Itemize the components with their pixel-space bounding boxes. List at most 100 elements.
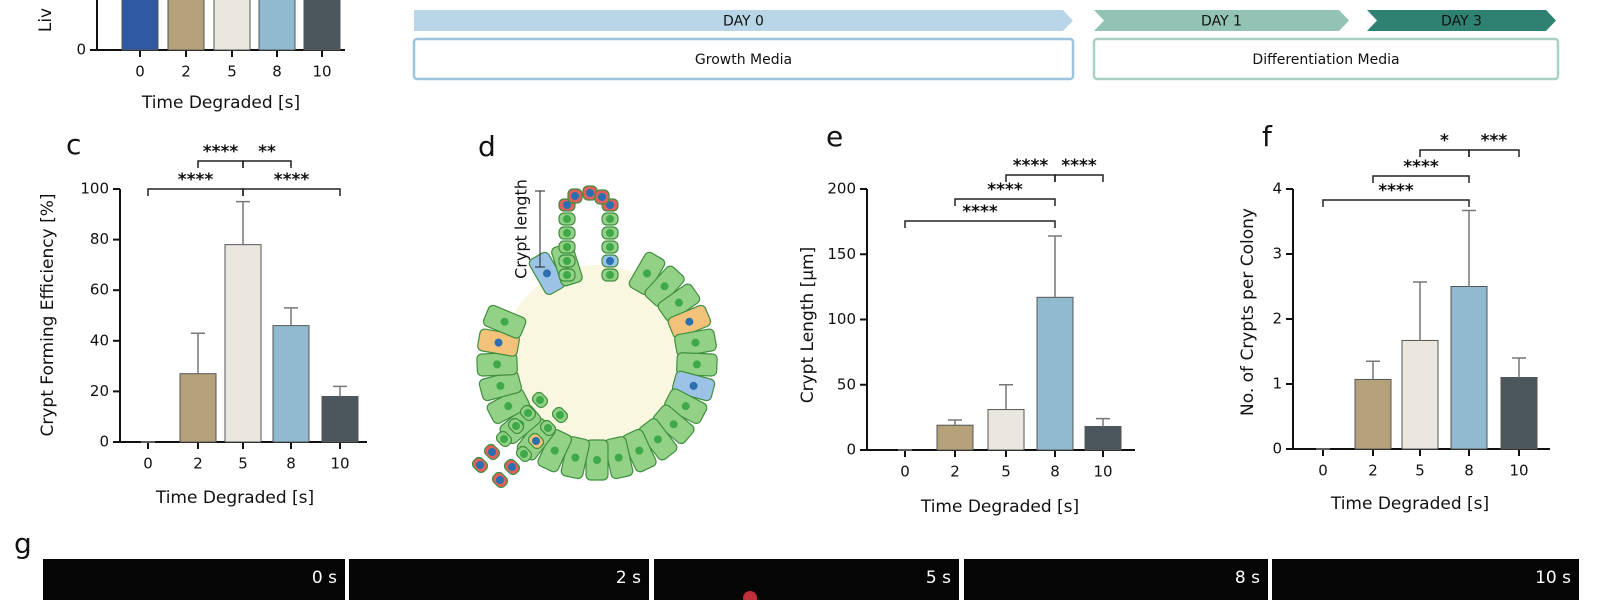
bar [1354,378,1392,450]
x-tick-label: 8 [272,63,282,81]
significance-bracket [1322,199,1470,207]
significance-label: **** [962,202,998,222]
nucleus [598,193,606,201]
timeline-label: DAY 0 [723,14,764,30]
significance-label: **** [987,180,1023,200]
y-axis-label: Crypt Forming Efficiency [%] [38,193,58,436]
microscopy-image [1272,559,1579,600]
time-label: 10 s [1535,568,1571,588]
x-tick-label: 0 [1318,462,1328,480]
x-axis-label: Time Degraded [s] [155,488,314,508]
microscopy-image [43,559,345,600]
nucleus [500,435,508,443]
error-bar [999,384,1013,410]
x-tick-label: 10 [1093,463,1112,481]
nucleus [606,215,614,223]
diagram-label: Crypt length [512,179,531,279]
error-bar [1366,360,1380,380]
y-tick-label: 150 [827,245,856,263]
x-tick-label: 2 [181,63,191,81]
y-tick-label: 200 [827,180,856,198]
bar [1084,426,1122,451]
significance-bracket [242,160,292,168]
nucleus [586,189,594,197]
x-tick-label: 5 [1415,462,1425,480]
y-tick-label: 80 [90,230,109,248]
nucleus [674,298,683,307]
x-tick-label: 5 [227,63,237,81]
x-tick-label: 0 [900,463,910,481]
nucleus [593,456,601,464]
nucleus [496,476,504,484]
panel-letter: f [1262,120,1273,153]
nucleus [606,257,614,265]
nucleus [543,269,551,278]
timeline-arrow [1094,10,1349,31]
significance-label: *** [1481,131,1508,151]
nucleus [504,402,513,411]
bar [321,395,359,443]
significance-bracket [904,220,1056,228]
microscopy-image [349,559,649,600]
nucleus [635,446,644,455]
timeline-label: DAY 3 [1441,14,1482,30]
nucleus [536,396,544,404]
x-tick-label: 8 [1050,463,1060,481]
nucleus [493,360,502,369]
time-label: 5 s [926,568,951,588]
y-tick-label: 100 [80,180,109,198]
significance-bracket [242,188,341,196]
nucleus [606,243,614,251]
bar-cropped [213,0,251,51]
error-bar [1048,235,1062,298]
nucleus [563,243,571,251]
y-tick-label: 0 [76,41,86,59]
x-tick-label: 8 [286,455,296,473]
timeline-arrow [1367,10,1556,31]
nucleus [563,257,571,265]
x-axis-label: Time Degraded [s] [1330,494,1489,514]
y-tick-label: 3 [1272,245,1282,263]
nucleus [496,381,505,390]
significance-label: **** [1061,156,1097,176]
nucleus [532,437,540,445]
bar [936,424,974,451]
significance-label: ** [258,142,276,162]
x-tick-label: 2 [193,455,203,473]
significance-bracket [1372,175,1470,183]
significance-bracket [1054,174,1104,182]
organoid-diagram [471,185,718,489]
significance-label: **** [274,170,310,190]
lumen [502,265,692,455]
y-tick-label: 1 [1272,375,1282,393]
media-box [1092,37,1560,81]
error-bar [1413,281,1427,341]
y-axis-label: No. of Crypts per Colony [1238,208,1258,416]
x-tick-label: 10 [330,455,349,473]
nucleus [512,422,520,430]
y-tick-label: 50 [837,375,856,393]
significance-label: **** [203,142,239,162]
time-label: 2 s [616,568,641,588]
nucleus [563,215,571,223]
media-label: Growth Media [695,52,792,68]
nucleus [571,192,579,200]
y-tick-label: 0 [99,433,109,451]
bar [987,409,1025,451]
y-tick-label: 0 [1272,440,1282,458]
x-tick-label: 2 [1368,462,1378,480]
error-bar [1096,417,1110,427]
nucleus [488,448,496,456]
y-tick-label: 100 [827,310,856,328]
nucleus [476,461,484,469]
nucleus [544,424,552,432]
error-bar [236,200,250,245]
nucleus [606,229,614,237]
x-axis-label: Time Degraded [s] [920,497,1079,517]
error-bar [191,332,205,374]
y-tick-label: 60 [90,281,109,299]
nucleus [689,381,698,390]
significance-label: **** [1378,181,1414,201]
nucleus [520,450,528,458]
